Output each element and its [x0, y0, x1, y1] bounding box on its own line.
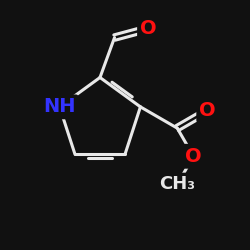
- Text: NH: NH: [43, 97, 76, 116]
- Text: O: O: [140, 19, 157, 38]
- Text: O: O: [185, 147, 202, 166]
- Text: CH₃: CH₃: [159, 176, 195, 194]
- Text: O: O: [199, 101, 216, 120]
